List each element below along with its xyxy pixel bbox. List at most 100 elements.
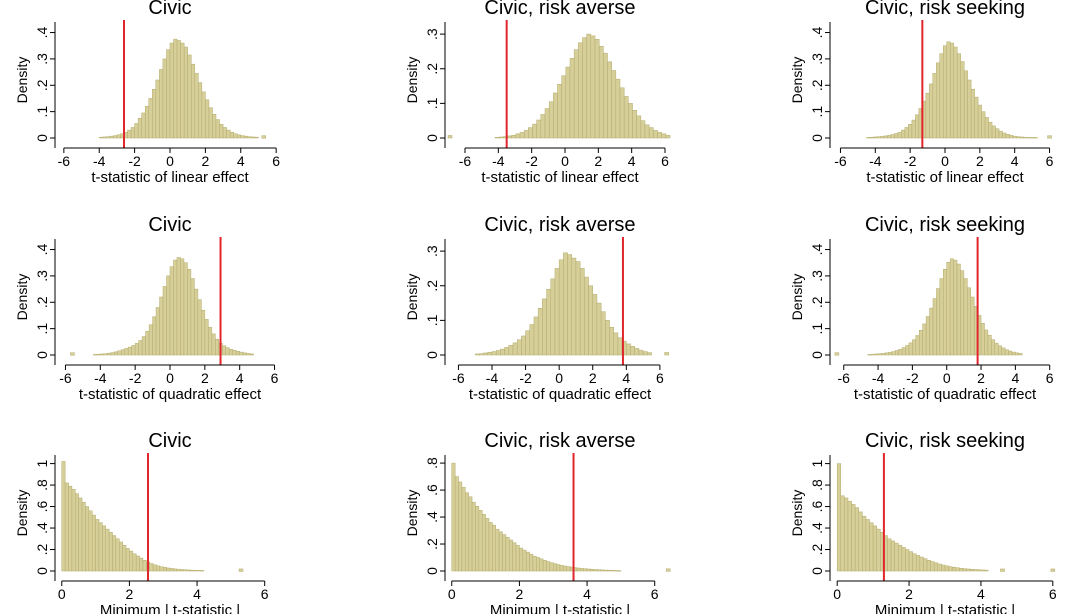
histogram-bar bbox=[598, 45, 604, 139]
histogram-bar bbox=[1033, 137, 1038, 139]
x-tick-label: -6 bbox=[834, 153, 847, 169]
histogram-bar bbox=[225, 347, 230, 356]
x-axis-label: Minimum | t-statistic | bbox=[490, 602, 630, 614]
x-tick-label: -4 bbox=[94, 370, 107, 386]
histogram-bar bbox=[249, 353, 254, 356]
histogram-bar bbox=[200, 570, 205, 572]
histogram-bar bbox=[159, 69, 164, 139]
histogram-bar bbox=[512, 342, 518, 356]
histogram-bar bbox=[536, 119, 542, 139]
histogram-bar bbox=[890, 540, 895, 572]
x-tick-label: 2 bbox=[589, 370, 597, 386]
panel-title: Civic, risk averse bbox=[484, 430, 635, 452]
histogram-bar bbox=[973, 569, 978, 572]
histogram-bar bbox=[145, 331, 150, 356]
histogram-bar bbox=[956, 263, 961, 356]
panel-title: Civic, risk seeking bbox=[865, 0, 1025, 19]
histogram-bar bbox=[884, 352, 889, 356]
histogram-bar bbox=[1008, 350, 1013, 356]
histogram-bar bbox=[657, 132, 662, 139]
x-tick-label: 0 bbox=[943, 370, 951, 386]
panel-title: Civic, risk seeking bbox=[865, 430, 1025, 452]
histogram-bar bbox=[78, 497, 83, 572]
histogram-bar bbox=[233, 133, 238, 139]
histogram-bar bbox=[113, 351, 118, 356]
x-tick-label: -6 bbox=[59, 370, 72, 386]
histogram-bar bbox=[664, 352, 669, 356]
histogram-bar bbox=[492, 524, 496, 572]
histogram-bar bbox=[516, 339, 522, 356]
histogram-bar bbox=[141, 336, 146, 356]
y-tick-label: .8 bbox=[809, 479, 825, 491]
histogram-bar bbox=[176, 568, 181, 572]
histogram-bar bbox=[1030, 137, 1035, 139]
histogram-bar bbox=[162, 286, 167, 356]
histogram-bar bbox=[953, 46, 958, 139]
y-axis-label: Density bbox=[14, 490, 30, 537]
histogram-bar bbox=[553, 92, 558, 139]
x-tick-label: -2 bbox=[129, 370, 142, 386]
histogram-bar bbox=[134, 123, 139, 139]
x-tick-label: -4 bbox=[93, 153, 106, 169]
histogram-bar bbox=[943, 269, 947, 356]
x-tick-label: 4 bbox=[1011, 370, 1019, 386]
histogram-bar bbox=[869, 136, 874, 139]
histogram-bar bbox=[632, 110, 637, 139]
x-axis-label: Minimum | t-statistic | bbox=[875, 602, 1015, 614]
histogram-bar bbox=[468, 496, 473, 572]
histogram-bar bbox=[956, 53, 961, 139]
histogram-bar bbox=[926, 560, 931, 572]
histogram-bar bbox=[508, 345, 514, 356]
histogram-bar bbox=[836, 463, 842, 572]
histogram-bar bbox=[584, 276, 589, 356]
histogram-bar bbox=[922, 323, 927, 356]
histogram-bar bbox=[173, 259, 178, 356]
histogram-bar bbox=[498, 136, 504, 139]
x-tick-label: 0 bbox=[448, 586, 456, 602]
panel-title: Civic, risk averse bbox=[484, 214, 635, 236]
histogram-bar bbox=[1019, 136, 1024, 139]
histogram-bar bbox=[963, 70, 968, 139]
histogram-bar bbox=[590, 568, 595, 572]
histogram-bar bbox=[487, 351, 493, 356]
histogram-bar bbox=[190, 569, 194, 572]
histogram-bar bbox=[176, 40, 181, 139]
histogram-bar bbox=[110, 352, 115, 356]
histogram-bar bbox=[71, 489, 76, 572]
x-tick-label: 0 bbox=[561, 153, 569, 169]
histogram-bar bbox=[887, 135, 892, 139]
y-tick-label: .4 bbox=[34, 26, 50, 38]
histogram-bar bbox=[912, 339, 917, 356]
histogram-bar bbox=[642, 351, 648, 356]
histogram-bar bbox=[475, 506, 480, 572]
histogram-bar bbox=[240, 135, 245, 139]
y-tick-label: .4 bbox=[809, 26, 825, 38]
histogram-bar bbox=[166, 275, 171, 356]
histogram-bar bbox=[540, 114, 546, 139]
histogram-bar bbox=[451, 462, 456, 572]
histogram-bar bbox=[532, 555, 537, 572]
histogram-bar bbox=[544, 108, 550, 139]
histogram-bar bbox=[901, 347, 906, 356]
histogram-bar bbox=[573, 49, 579, 139]
histogram-bar bbox=[519, 547, 524, 572]
histogram-bar bbox=[615, 78, 621, 139]
x-axis-label: t-statistic of quadratic effect bbox=[469, 386, 652, 403]
histogram-bar bbox=[117, 350, 122, 356]
histogram-bar bbox=[647, 352, 652, 356]
panel-3: 0 .1 .2 .3 .4 -6 -4 -2 0 2 4 6 Civic, risk seeking t-… bbox=[789, 0, 1054, 186]
histogram-bar bbox=[661, 133, 667, 139]
y-tick-label: .1 bbox=[424, 97, 440, 109]
histogram-bar bbox=[640, 120, 646, 139]
panel-6: 0 .1 .2 .3 .4 -6 -4 -2 0 2 4 6 Civic, risk seeking t-… bbox=[789, 214, 1054, 403]
histogram-bar bbox=[219, 124, 224, 139]
x-tick-label: 0 bbox=[555, 370, 563, 386]
histogram-bar bbox=[515, 133, 521, 139]
histogram-bar bbox=[905, 345, 910, 356]
y-tick-label: .1 bbox=[424, 314, 440, 326]
x-tick-label: 6 bbox=[656, 370, 664, 386]
histogram-bar bbox=[1047, 135, 1052, 139]
histogram-bar bbox=[607, 569, 611, 572]
histogram-bar bbox=[504, 347, 510, 356]
histogram-bar bbox=[166, 49, 171, 139]
